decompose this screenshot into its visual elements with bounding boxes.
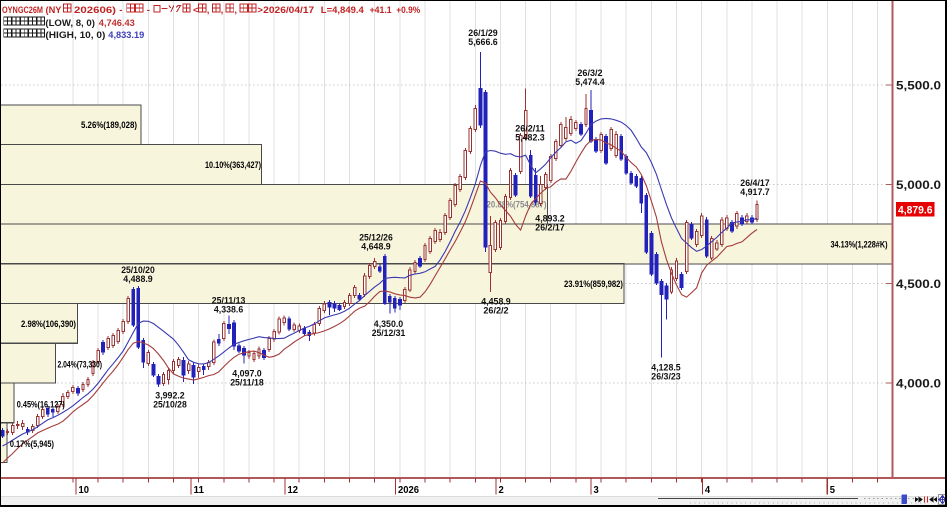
svg-text:(HIGH, 10, 0): (HIGH, 10, 0) [45, 30, 105, 41]
svg-text:11: 11 [194, 484, 205, 496]
svg-text:0.17%(5,945): 0.17%(5,945) [10, 439, 54, 450]
svg-text:4,000.0: 4,000.0 [896, 379, 941, 391]
svg-text:4,500.0: 4,500.0 [896, 279, 941, 291]
svg-text:5,500.0: 5,500.0 [896, 81, 941, 93]
svg-text:4,128.5: 4,128.5 [651, 363, 681, 374]
svg-text:-: - [147, 5, 150, 16]
svg-text:+41.1: +41.1 [370, 5, 393, 16]
svg-text:4,338.6: 4,338.6 [214, 305, 243, 316]
svg-text:,: , [221, 5, 224, 16]
svg-text:OYNGC26M: OYNGC26M [2, 5, 43, 16]
svg-text:26/4/17: 26/4/17 [740, 178, 769, 189]
svg-text:L=4,849.4: L=4,849.4 [321, 5, 365, 16]
svg-text:20.88%(754,887): 20.88%(754,887) [487, 200, 547, 211]
svg-text:(LOW, 8, 0): (LOW, 8, 0) [45, 18, 95, 29]
svg-text:26/3/23: 26/3/23 [651, 372, 680, 383]
svg-text:2.98%(106,390): 2.98%(106,390) [21, 319, 76, 330]
svg-text:10: 10 [79, 484, 90, 496]
svg-text:0.45%(16,127): 0.45%(16,127) [17, 400, 65, 411]
svg-text:202606): 202606) [74, 5, 116, 16]
svg-text:12: 12 [288, 484, 299, 496]
svg-text:5,482.3: 5,482.3 [515, 133, 544, 144]
svg-text:25/12/31: 25/12/31 [372, 328, 406, 339]
svg-text:(NY: (NY [46, 5, 63, 16]
svg-text:5: 5 [830, 484, 835, 496]
svg-text:10.10%(363,427): 10.10%(363,427) [205, 160, 261, 171]
svg-text:26/2/11: 26/2/11 [515, 124, 545, 135]
svg-text:25/11/13: 25/11/13 [212, 296, 246, 307]
svg-text:5,474.4: 5,474.4 [575, 77, 605, 88]
svg-text:26/3/2: 26/3/2 [577, 68, 602, 79]
svg-text:4,350.0: 4,350.0 [374, 319, 403, 330]
svg-text:4: 4 [705, 484, 710, 496]
svg-text:>: > [257, 5, 263, 16]
svg-text:4,879.6: 4,879.6 [898, 205, 933, 217]
svg-text:,: , [234, 5, 237, 16]
svg-text:3: 3 [594, 484, 599, 496]
svg-text:5,000.0: 5,000.0 [896, 180, 941, 192]
svg-text:34.13%(1,228#K): 34.13%(1,228#K) [831, 240, 888, 251]
svg-text:4,833.19: 4,833.19 [108, 30, 144, 41]
svg-text:5,666.6: 5,666.6 [468, 37, 497, 48]
svg-text:4,893.2: 4,893.2 [535, 214, 564, 225]
svg-text:25/11/18: 25/11/18 [230, 378, 264, 389]
svg-text:4,917.7: 4,917.7 [740, 187, 769, 198]
svg-text:26/2/17: 26/2/17 [535, 223, 564, 234]
svg-text:25/12/26: 25/12/26 [359, 233, 393, 244]
svg-text:4,458.9: 4,458.9 [481, 297, 510, 308]
svg-text:3,992.2: 3,992.2 [155, 391, 184, 402]
svg-text:4,746.43: 4,746.43 [99, 18, 135, 29]
svg-text:25/10/20: 25/10/20 [121, 265, 155, 276]
svg-text:-: - [119, 5, 122, 16]
svg-text:4,097.0: 4,097.0 [232, 369, 261, 380]
svg-text:+0.9%: +0.9% [396, 5, 420, 16]
svg-text:2.04%(73,330): 2.04%(73,330) [58, 360, 103, 371]
svg-text:2: 2 [499, 484, 504, 496]
svg-text:26/1/29: 26/1/29 [468, 28, 497, 39]
svg-text:23.91%(859,982): 23.91%(859,982) [564, 279, 623, 290]
svg-text:25/10/28: 25/10/28 [153, 400, 187, 411]
svg-text:5.26%(189,028): 5.26%(189,028) [81, 120, 137, 131]
svg-text:<: < [193, 5, 199, 16]
svg-text:,: , [207, 5, 210, 16]
svg-text:2026: 2026 [398, 484, 419, 496]
svg-text:4,488.9: 4,488.9 [123, 274, 152, 285]
svg-text:26/2/2: 26/2/2 [483, 306, 508, 317]
svg-text:2026/04/17: 2026/04/17 [263, 5, 314, 16]
svg-text:4,648.9: 4,648.9 [361, 242, 390, 253]
